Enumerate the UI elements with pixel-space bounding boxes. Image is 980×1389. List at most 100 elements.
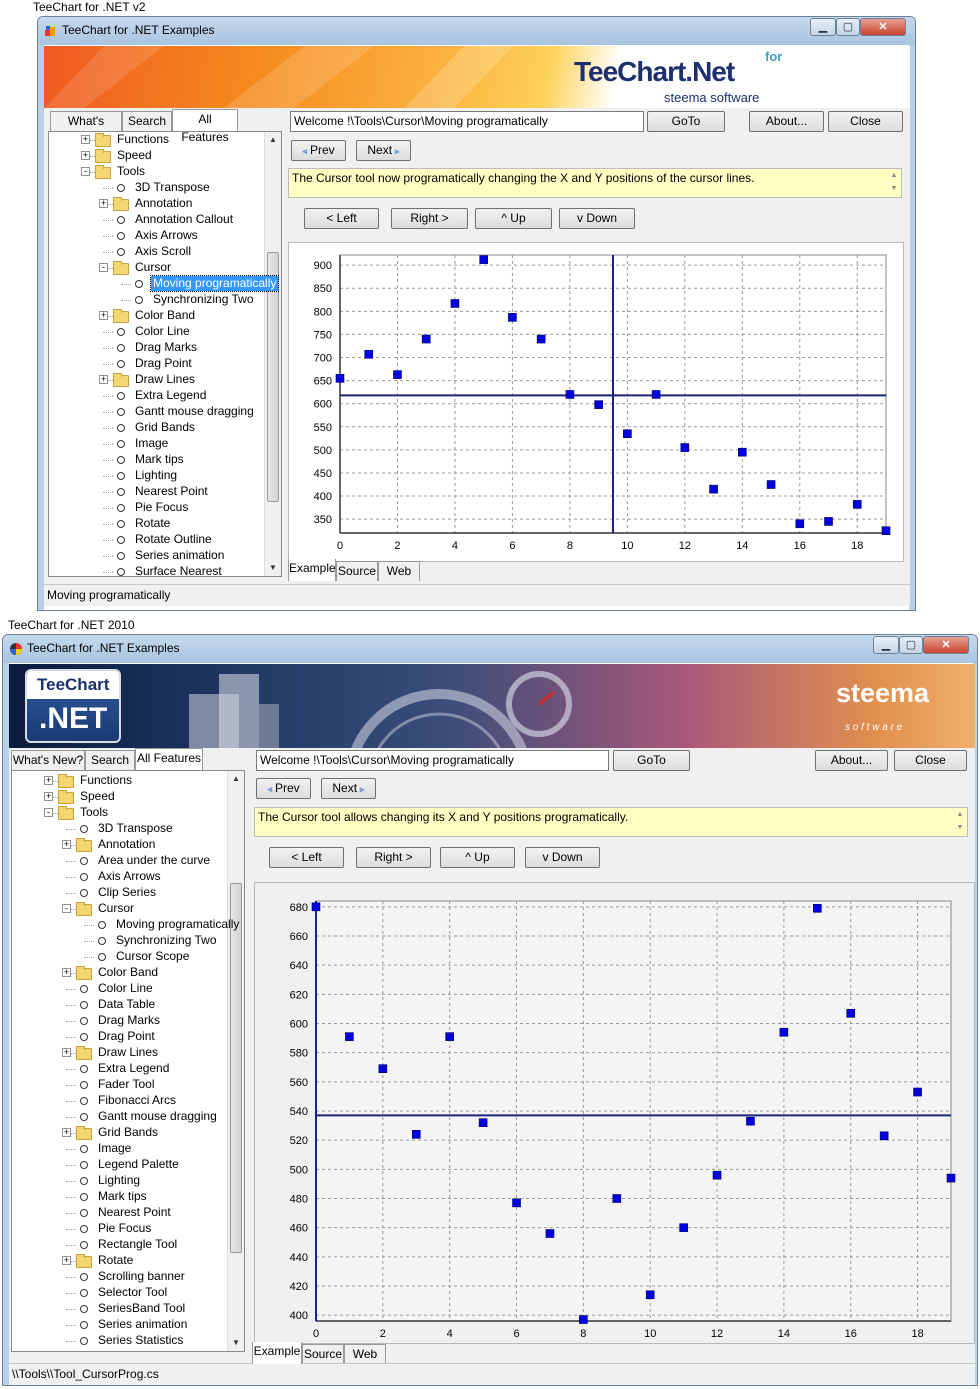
- tree-item[interactable]: Lighting: [12, 1173, 226, 1189]
- tree-item[interactable]: - Cursor: [49, 260, 263, 276]
- tree-item[interactable]: Extra Legend: [49, 388, 263, 404]
- tree-item[interactable]: Selector Tool: [12, 1285, 226, 1301]
- close-button[interactable]: Close: [894, 750, 967, 771]
- tree-item[interactable]: + Annotation: [12, 837, 226, 853]
- maximize-button[interactable]: ▢: [899, 636, 923, 654]
- tree-item[interactable]: + Color Band: [49, 308, 263, 324]
- tree-item[interactable]: Moving programatically: [49, 275, 280, 292]
- tree-item[interactable]: Surface Nearest: [49, 564, 263, 576]
- tree-item[interactable]: Gantt mouse dragging: [12, 1109, 226, 1125]
- tree-item[interactable]: Synchronizing Two: [49, 292, 263, 308]
- titlebar[interactable]: TeeChart for .NET Examples ▁ ▢ ✕: [38, 17, 915, 45]
- tree-scrollbar[interactable]: ▲ ▼: [227, 771, 244, 1351]
- scroll-down-arrow-icon[interactable]: ▼: [269, 563, 277, 572]
- next-button[interactable]: Next ⫸: [356, 140, 411, 161]
- expand-plus-icon[interactable]: +: [99, 374, 108, 384]
- tab-source[interactable]: Source: [302, 1344, 344, 1364]
- tree-item[interactable]: 3D Transpose: [12, 821, 226, 837]
- expand-plus-icon[interactable]: +: [62, 1127, 71, 1137]
- tree-item[interactable]: Clip Series: [12, 885, 226, 901]
- tree-item[interactable]: Annotation Callout: [49, 212, 263, 228]
- tree-item[interactable]: Series animation: [49, 548, 263, 564]
- tab-whats-new[interactable]: What's New?: [50, 111, 122, 146]
- tree-item[interactable]: Series Statistics: [12, 1333, 226, 1349]
- collapse-minus-icon[interactable]: -: [62, 904, 71, 913]
- tab-search[interactable]: Search: [122, 111, 172, 131]
- tree-item[interactable]: + Color Band: [12, 965, 226, 981]
- tree-item[interactable]: Drag Point: [12, 1029, 226, 1045]
- about-button[interactable]: About...: [815, 750, 888, 771]
- left-button[interactable]: < Left: [304, 208, 379, 229]
- expand-plus-icon[interactable]: +: [44, 775, 53, 785]
- tree-item[interactable]: + Functions: [12, 773, 226, 789]
- tree-item[interactable]: + Draw Lines: [49, 372, 263, 388]
- tree-item[interactable]: Legend Palette: [12, 1157, 226, 1173]
- tree-item[interactable]: Rotate: [49, 516, 263, 532]
- expand-plus-icon[interactable]: +: [81, 150, 90, 160]
- tree-item[interactable]: + Speed: [12, 789, 226, 805]
- tree-item[interactable]: + Rotate: [12, 1253, 226, 1269]
- tree-item[interactable]: Lighting: [49, 468, 263, 484]
- tree-item[interactable]: Grid Bands: [49, 420, 263, 436]
- tree-item[interactable]: Data Table: [12, 997, 226, 1013]
- scroll-thumb[interactable]: [230, 883, 242, 1253]
- tab-web[interactable]: Web: [378, 561, 420, 581]
- tree-item[interactable]: Moving programatically: [12, 917, 239, 933]
- close-button[interactable]: Close: [828, 111, 903, 132]
- tree-item[interactable]: Nearest Point: [49, 484, 263, 500]
- tree-item[interactable]: Synchronizing Two: [12, 933, 226, 949]
- expand-plus-icon[interactable]: +: [62, 1255, 71, 1265]
- prev-button[interactable]: ⫷ Prev: [256, 778, 311, 799]
- expand-plus-icon[interactable]: +: [62, 1047, 71, 1057]
- tree-item[interactable]: Mark tips: [12, 1189, 226, 1205]
- tree-item[interactable]: Scrolling banner: [12, 1269, 226, 1285]
- tree-item[interactable]: - Tools: [12, 805, 226, 821]
- tree-item[interactable]: Gantt mouse dragging: [49, 404, 263, 420]
- tree-item[interactable]: - Tools: [49, 164, 263, 180]
- tab-all-features[interactable]: All Features: [135, 748, 203, 770]
- expand-plus-icon[interactable]: +: [81, 134, 90, 144]
- tree-item[interactable]: Axis Arrows: [49, 228, 263, 244]
- expand-plus-icon[interactable]: +: [44, 791, 53, 801]
- tree-item[interactable]: Color Line: [12, 981, 226, 997]
- path-field[interactable]: Welcome !\Tools\Cursor\Moving programati…: [256, 750, 609, 771]
- tab-source[interactable]: Source: [336, 561, 378, 581]
- minimize-button[interactable]: ▁: [873, 636, 899, 654]
- minimize-button[interactable]: ▁: [810, 18, 836, 36]
- tree-scrollbar[interactable]: ▲ ▼: [264, 132, 281, 576]
- collapse-minus-icon[interactable]: -: [81, 167, 90, 176]
- scroll-thumb[interactable]: [267, 252, 279, 502]
- down-button[interactable]: v Down: [559, 208, 635, 229]
- tree-item[interactable]: Image: [12, 1141, 226, 1157]
- features-tree[interactable]: ▲ ▼ + Functions + Speed - Tools 3D Transpose + A…: [48, 131, 282, 577]
- tree-item[interactable]: - Cursor: [12, 901, 226, 917]
- tree-item[interactable]: Axis Scroll: [49, 244, 263, 260]
- tree-item[interactable]: Drag Point: [49, 356, 263, 372]
- tree-item[interactable]: Pie Focus: [49, 500, 263, 516]
- chart-panel[interactable]: 0 2 4 6 8 10 12 14 16 18 350 400 450 500 550 600 650 700 7…: [288, 242, 904, 562]
- expand-plus-icon[interactable]: +: [62, 839, 71, 849]
- down-button[interactable]: v Down: [525, 847, 600, 868]
- tree-item[interactable]: Mark tips: [49, 452, 263, 468]
- right-button[interactable]: Right >: [356, 847, 431, 868]
- tab-example[interactable]: Example: [252, 1342, 302, 1364]
- collapse-minus-icon[interactable]: -: [99, 263, 108, 272]
- scroll-down-arrow-icon[interactable]: ▼: [232, 1338, 240, 1347]
- next-button[interactable]: Next ⫸: [321, 778, 376, 799]
- expand-plus-icon[interactable]: +: [99, 198, 108, 208]
- tree-item[interactable]: Rotate Outline: [49, 532, 263, 548]
- tree-item[interactable]: Extra Legend: [12, 1061, 226, 1077]
- tree-item[interactable]: Drag Marks: [12, 1013, 226, 1029]
- tree-item[interactable]: Fibonacci Arcs: [12, 1093, 226, 1109]
- tab-all-features[interactable]: All Features: [172, 109, 238, 144]
- tree-item[interactable]: Fader Tool: [12, 1077, 226, 1093]
- right-button[interactable]: Right >: [391, 208, 468, 229]
- tree-item[interactable]: Nearest Point: [12, 1205, 226, 1221]
- tree-item[interactable]: Cursor Scope: [12, 949, 226, 965]
- scroll-up-arrow-icon[interactable]: ▲: [232, 774, 240, 783]
- tree-item[interactable]: Rectangle Tool: [12, 1237, 226, 1253]
- goto-button[interactable]: GoTo: [613, 750, 690, 771]
- goto-button[interactable]: GoTo: [647, 111, 725, 132]
- tree-item[interactable]: + Functions: [49, 132, 263, 148]
- close-window-button[interactable]: ✕: [860, 18, 906, 36]
